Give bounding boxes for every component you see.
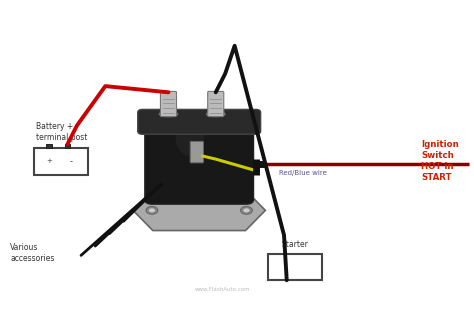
Bar xyxy=(268,254,322,280)
FancyBboxPatch shape xyxy=(190,141,203,163)
Ellipse shape xyxy=(146,207,158,214)
Ellipse shape xyxy=(243,208,249,212)
FancyBboxPatch shape xyxy=(160,91,176,117)
Text: Starter: Starter xyxy=(282,240,308,249)
Text: Red/Blue wire: Red/Blue wire xyxy=(279,170,327,176)
Ellipse shape xyxy=(175,119,204,156)
Text: Various
accessories: Various accessories xyxy=(10,243,55,263)
Polygon shape xyxy=(133,190,265,231)
FancyBboxPatch shape xyxy=(138,110,261,134)
Bar xyxy=(34,148,88,175)
Ellipse shape xyxy=(149,208,155,212)
Text: -: - xyxy=(69,157,72,166)
Text: www.FlashAuto.com: www.FlashAuto.com xyxy=(195,287,251,292)
Text: +: + xyxy=(46,158,52,164)
Text: Ignition
Switch
HOT in
START: Ignition Switch HOT in START xyxy=(421,140,459,183)
Text: Battery +
terminal post: Battery + terminal post xyxy=(36,122,88,142)
Bar xyxy=(46,144,52,148)
Bar xyxy=(64,144,70,148)
Ellipse shape xyxy=(206,111,225,117)
Ellipse shape xyxy=(240,207,252,214)
FancyBboxPatch shape xyxy=(145,117,254,204)
FancyBboxPatch shape xyxy=(208,91,224,117)
Ellipse shape xyxy=(159,111,178,117)
